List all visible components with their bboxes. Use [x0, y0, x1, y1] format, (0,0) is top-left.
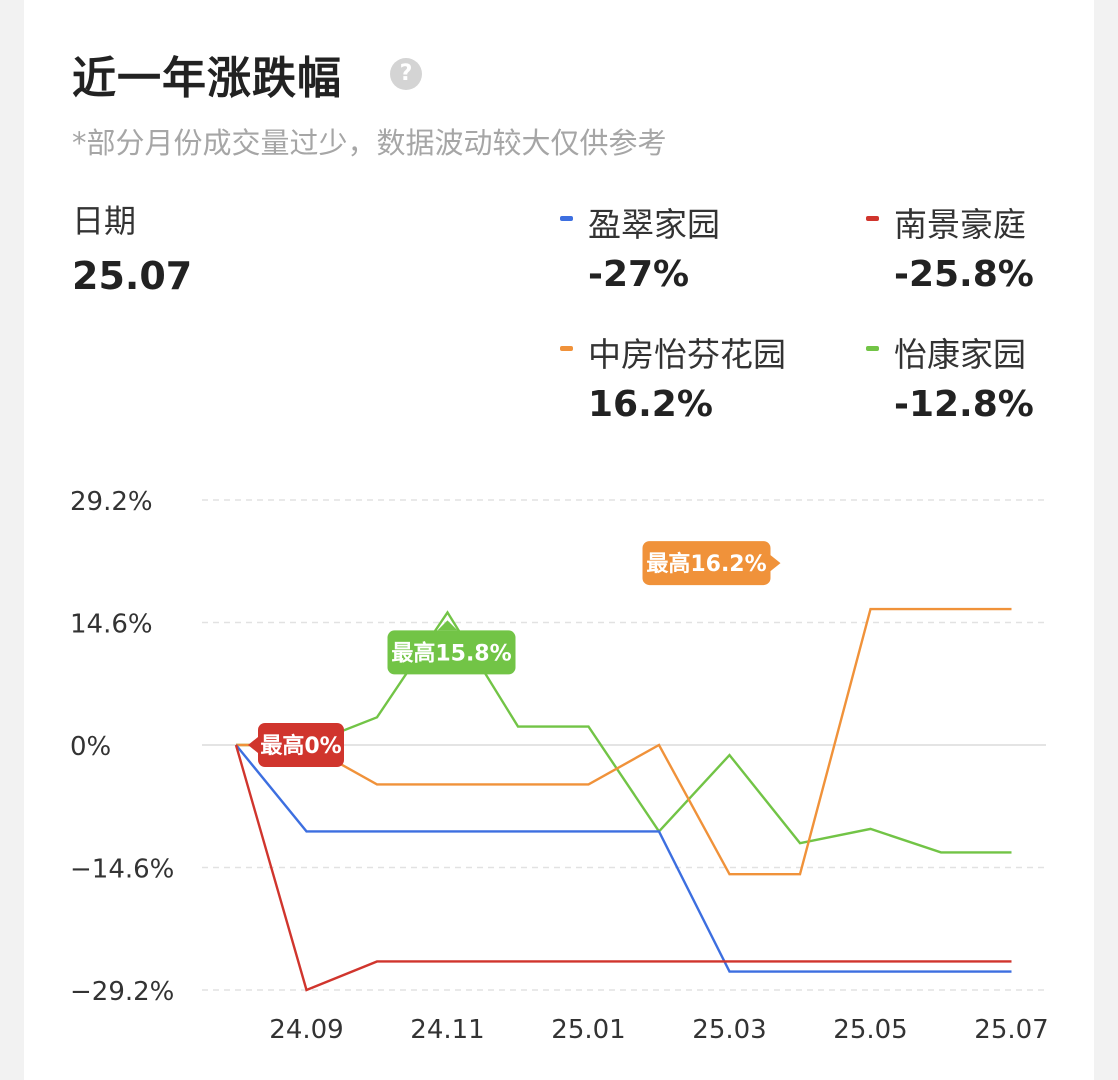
legend-value-zhongfang: 16.2%: [588, 384, 713, 425]
max-callout-label: 最高15.8%: [391, 640, 511, 666]
question-circle-icon[interactable]: ?: [390, 58, 422, 90]
series-line-yikang[interactable]: [236, 610, 1012, 854]
y-tick-label-29.2: 29.2%: [70, 487, 153, 517]
y-tick-label-29.2: −29.2%: [70, 977, 174, 1007]
date-label: 日期: [72, 202, 137, 240]
legend-name-yikang: 怡康家园: [894, 335, 1026, 374]
max-callout-zhongfang: 最高16.2%: [642, 541, 781, 586]
y-tick-label-14.6: −14.6%: [70, 855, 174, 885]
legend-value-yingcui: -27%: [588, 254, 690, 295]
x-tick-label-25.05: 25.05: [833, 1015, 907, 1045]
x-tick-label-25.01: 25.01: [551, 1015, 625, 1045]
legend-name-yingcui: 盈翠家园: [588, 205, 720, 244]
x-tick-label-25.07: 25.07: [974, 1015, 1048, 1045]
series-line-yingcui[interactable]: [235, 744, 1012, 973]
chart-card: 近一年涨跌幅 ? *部分月份成交量过少，数据波动较大仅供参考 日期 25.07 …: [24, 0, 1094, 1080]
max-callout-yikang: 最高15.8%: [387, 620, 516, 675]
legend-swatch-zhongfang: [560, 346, 573, 351]
x-tick-label-25.03: 25.03: [692, 1015, 766, 1045]
subtitle-note: *部分月份成交量过少，数据波动较大仅供参考: [72, 126, 667, 160]
series-line-nanjing[interactable]: [234, 744, 1012, 992]
legend-name-nanjing: 南景豪庭: [894, 205, 1026, 244]
y-tick-label-0: 0%: [70, 732, 111, 762]
legend-swatch-yingcui: [560, 216, 573, 221]
page-title: 近一年涨跌幅: [72, 53, 342, 104]
max-callout-label: 最高0%: [260, 733, 341, 759]
max-callout-nanjing: 最高0%: [248, 723, 344, 767]
series-line-zhongfang[interactable]: [236, 607, 1012, 876]
x-tick-label-24.11: 24.11: [410, 1015, 484, 1045]
y-tick-label-14.6: 14.6%: [70, 610, 153, 640]
legend-swatch-yikang: [866, 346, 879, 351]
date-value: 25.07: [72, 254, 193, 298]
max-callout-label: 最高16.2%: [646, 551, 766, 577]
line-chart: 最高0% 最高15.8% 最高16.2% 29.2% 14.6% 0% −14.6% −29…: [70, 487, 1049, 1045]
legend-value-yikang: -12.8%: [894, 384, 1034, 425]
legend-value-nanjing: -25.8%: [894, 254, 1034, 295]
legend-name-zhongfang: 中房怡芬花园: [588, 335, 786, 374]
legend-swatch-nanjing: [866, 216, 879, 221]
x-tick-label-24.09: 24.09: [269, 1015, 343, 1045]
